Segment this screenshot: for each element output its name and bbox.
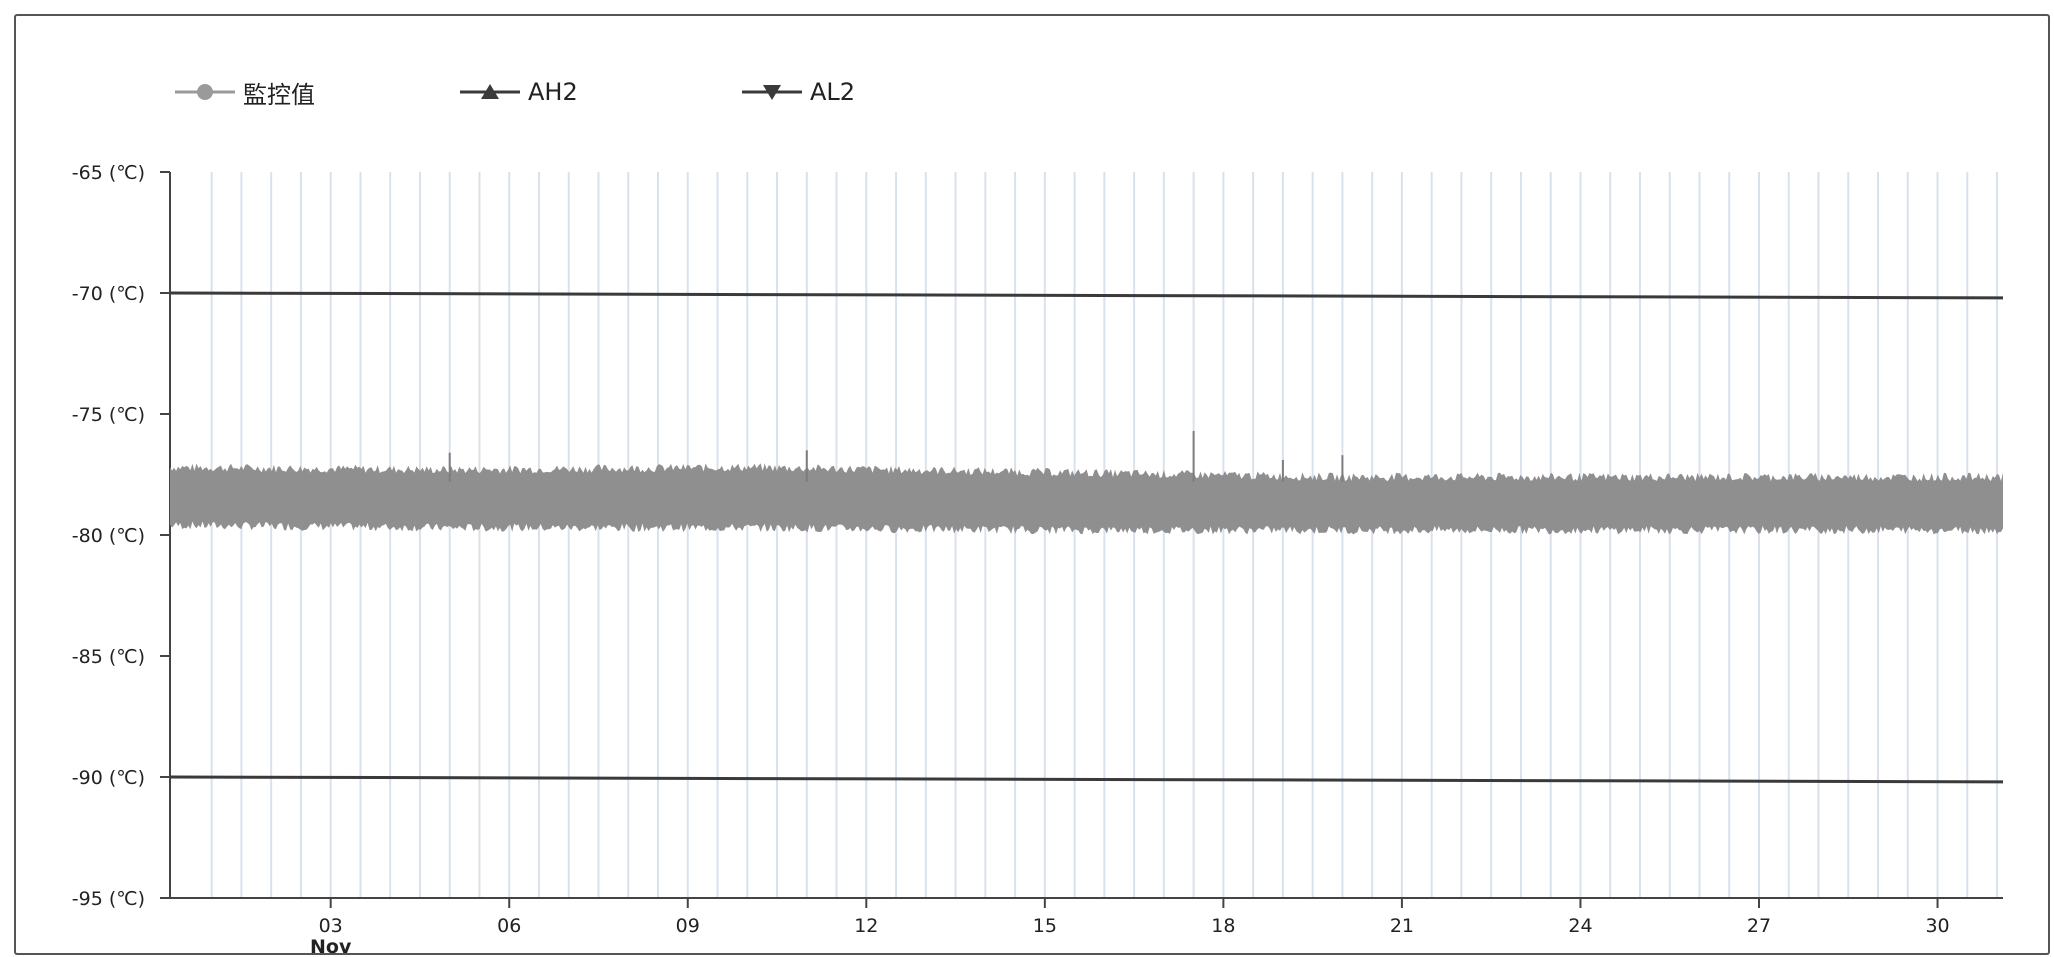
x-tick-label: 24 [1568, 915, 1592, 937]
y-tick-label: -85 (℃) [72, 646, 145, 668]
legend-item-ah2[interactable]: AH2 [460, 72, 578, 112]
x-tick-label: 18 [1211, 915, 1235, 937]
x-tick-label: 06 [497, 915, 521, 937]
y-tick-label: -95 (℃) [72, 888, 145, 910]
y-tick-label: -90 (℃) [72, 767, 145, 789]
y-tick-label: -75 (℃) [72, 404, 145, 426]
y-tick-label: -65 (℃) [72, 162, 145, 184]
monitor-value-band [170, 463, 2003, 535]
legend-item-monitor[interactable]: 監控值 [175, 72, 315, 112]
y-tick-label: -70 (℃) [72, 283, 145, 305]
x-tick-label: 30 [1925, 915, 1949, 937]
triangle-up-marker-icon [460, 84, 520, 99]
legend-label-monitor: 監控值 [243, 80, 315, 109]
x-tick-label: 21 [1390, 915, 1414, 937]
x-tick-label: 09 [676, 915, 700, 937]
circle-marker-icon [175, 84, 235, 100]
x-tick-label: 15 [1033, 915, 1057, 937]
triangle-down-marker-icon [742, 85, 802, 100]
legend-label-al2: AL2 [810, 78, 856, 106]
x-tick-label: 03 [319, 915, 343, 937]
y-tick-label: -80 (℃) [72, 525, 145, 547]
legend-label-ah2: AH2 [528, 78, 578, 106]
x-tick-sublabel: Nov [310, 936, 352, 957]
x-tick-label: 27 [1747, 915, 1771, 937]
al2-threshold-line [169, 775, 2004, 784]
legend-item-al2[interactable]: AL2 [742, 72, 855, 112]
x-tick-label: 12 [854, 915, 878, 937]
ah2-threshold-line [169, 291, 2004, 300]
